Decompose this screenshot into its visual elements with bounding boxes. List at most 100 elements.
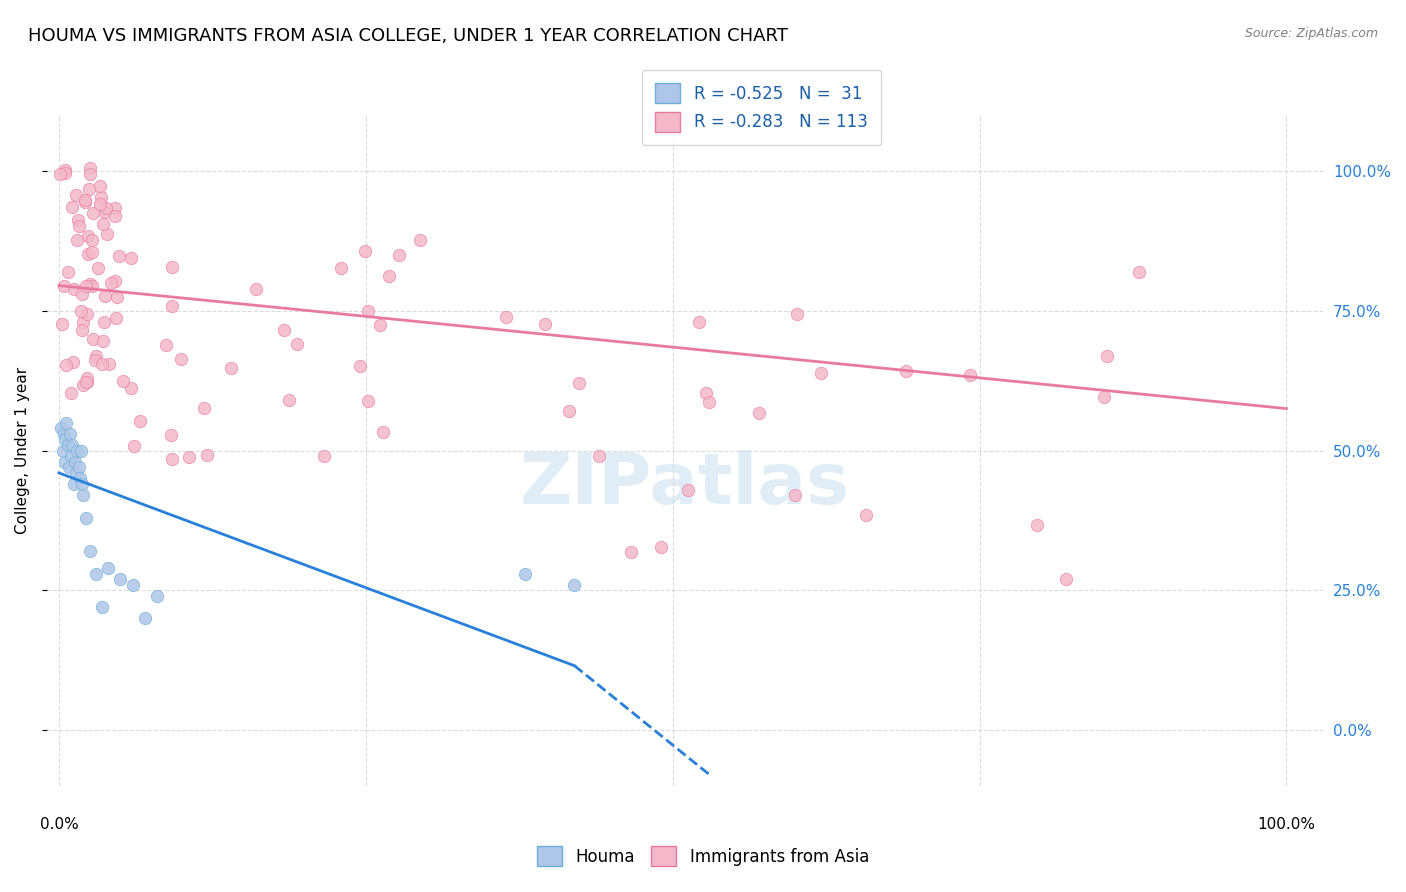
Point xyxy=(162,299,184,313)
Point xyxy=(75,510,97,524)
Point xyxy=(77,182,100,196)
Point xyxy=(77,229,100,244)
Point xyxy=(53,455,76,469)
Point xyxy=(80,244,103,259)
Point xyxy=(67,460,90,475)
Point xyxy=(84,349,107,363)
Legend: Houma, Immigrants from Asia: Houma, Immigrants from Asia xyxy=(529,838,877,875)
Point xyxy=(63,282,86,296)
Point xyxy=(620,545,643,559)
Point xyxy=(785,488,807,502)
Point xyxy=(688,315,710,329)
Point xyxy=(1095,350,1118,364)
Point xyxy=(564,577,586,591)
Point xyxy=(53,433,76,447)
Point xyxy=(76,307,98,321)
Point xyxy=(94,205,117,219)
Point xyxy=(70,303,93,318)
Point xyxy=(160,452,183,467)
Point xyxy=(65,188,87,202)
Point xyxy=(373,425,395,439)
Text: ZIPatlas: ZIPatlas xyxy=(520,450,851,518)
Point xyxy=(748,406,770,420)
Point xyxy=(58,460,80,475)
Text: 0.0%: 0.0% xyxy=(39,817,79,831)
Point xyxy=(697,395,720,409)
Point xyxy=(558,403,581,417)
Point xyxy=(66,213,89,227)
Point xyxy=(285,337,308,351)
Point xyxy=(53,166,76,180)
Point xyxy=(82,333,104,347)
Point xyxy=(128,414,150,428)
Point xyxy=(90,600,112,615)
Point xyxy=(105,311,128,326)
Point xyxy=(273,323,295,337)
Point xyxy=(959,368,981,382)
Point xyxy=(146,589,169,603)
Point xyxy=(408,233,430,247)
Point xyxy=(91,357,114,371)
Point xyxy=(83,353,105,368)
Point xyxy=(810,366,832,380)
Point xyxy=(349,359,371,374)
Point xyxy=(79,544,101,558)
Point xyxy=(368,318,391,333)
Point xyxy=(80,279,103,293)
Point xyxy=(388,247,411,261)
Point xyxy=(76,247,98,261)
Point xyxy=(91,334,114,348)
Point xyxy=(52,443,75,458)
Point xyxy=(354,244,377,259)
Point xyxy=(568,376,591,391)
Point xyxy=(195,448,218,462)
Point xyxy=(110,572,132,586)
Point xyxy=(72,488,94,502)
Point xyxy=(63,455,86,469)
Point xyxy=(96,201,118,215)
Legend: R = -0.525   N =  31, R = -0.283   N = 113: R = -0.525 N = 31, R = -0.283 N = 113 xyxy=(643,70,882,145)
Point xyxy=(55,416,77,430)
Point xyxy=(72,287,94,301)
Point xyxy=(75,279,97,293)
Point xyxy=(495,310,517,325)
Point xyxy=(678,483,700,497)
Point xyxy=(60,449,83,463)
Point xyxy=(79,167,101,181)
Point xyxy=(378,268,401,283)
Point xyxy=(72,477,94,491)
Point xyxy=(72,378,94,392)
Point xyxy=(588,449,610,463)
Point xyxy=(97,561,120,575)
Point xyxy=(84,566,107,581)
Point xyxy=(96,227,118,242)
Point xyxy=(855,508,877,522)
Point xyxy=(89,196,111,211)
Point xyxy=(1026,518,1049,533)
Point xyxy=(87,260,110,275)
Point xyxy=(170,352,193,367)
Point xyxy=(82,205,104,219)
Point xyxy=(104,274,127,288)
Text: 100.0%: 100.0% xyxy=(1257,817,1316,831)
Point xyxy=(155,338,177,352)
Point xyxy=(1092,390,1115,404)
Point xyxy=(786,307,808,321)
Point xyxy=(79,277,101,291)
Point xyxy=(56,265,79,279)
Point xyxy=(160,427,183,442)
Y-axis label: College, Under 1 year: College, Under 1 year xyxy=(15,367,30,534)
Point xyxy=(330,260,353,275)
Point xyxy=(89,179,111,194)
Point xyxy=(1054,572,1077,586)
Point xyxy=(62,438,84,452)
Point xyxy=(53,163,76,178)
Point xyxy=(75,193,97,207)
Point xyxy=(357,304,380,318)
Text: Source: ZipAtlas.com: Source: ZipAtlas.com xyxy=(1244,27,1378,40)
Point xyxy=(76,375,98,389)
Point xyxy=(72,315,94,329)
Point xyxy=(62,200,84,214)
Point xyxy=(51,421,73,435)
Point xyxy=(160,260,183,274)
